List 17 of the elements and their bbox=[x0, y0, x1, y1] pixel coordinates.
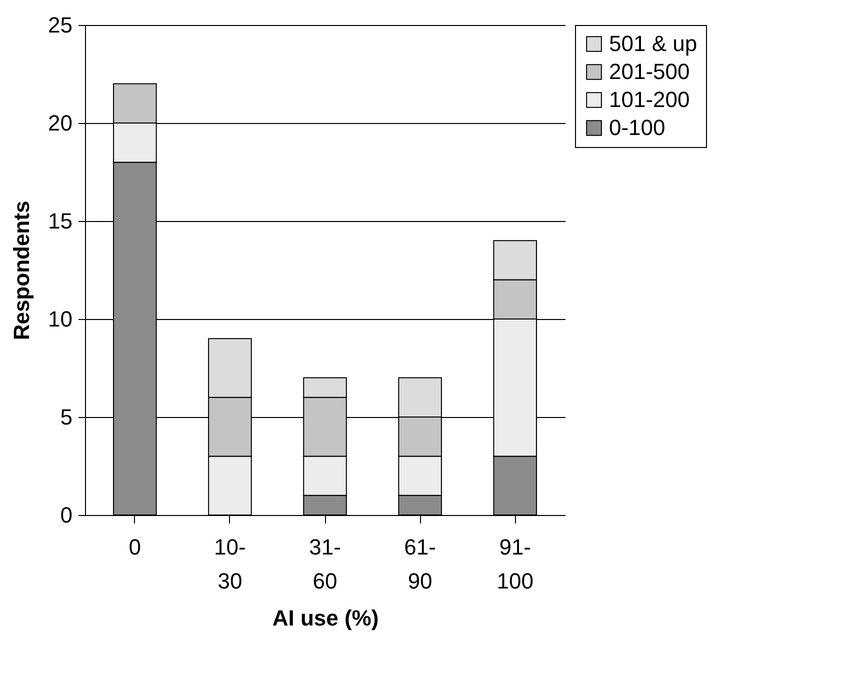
y-tick-label: 20 bbox=[48, 110, 72, 136]
legend-label: 201-500 bbox=[609, 59, 690, 84]
x-tick-label: 91-100 bbox=[496, 534, 534, 594]
legend-label: 501 & up bbox=[609, 31, 698, 56]
y-tick-label: 15 bbox=[48, 208, 72, 234]
y-tick-label: 25 bbox=[48, 12, 72, 38]
y-tick-label: 5 bbox=[60, 404, 72, 430]
x-axis-title: AI use (%) bbox=[272, 606, 379, 630]
legend-label: 101-200 bbox=[609, 87, 690, 112]
x-tick-label: 31-60 bbox=[309, 534, 341, 594]
legend-label: 0-100 bbox=[609, 115, 666, 140]
x-tick-label: 10-30 bbox=[214, 534, 246, 594]
x-tick-label: 0 bbox=[128, 534, 142, 560]
x-tick-label: 61-90 bbox=[404, 534, 436, 594]
y-tick-label: 0 bbox=[60, 502, 72, 528]
y-axis-title: Respondents bbox=[9, 200, 34, 340]
y-tick-label: 10 bbox=[48, 306, 72, 332]
